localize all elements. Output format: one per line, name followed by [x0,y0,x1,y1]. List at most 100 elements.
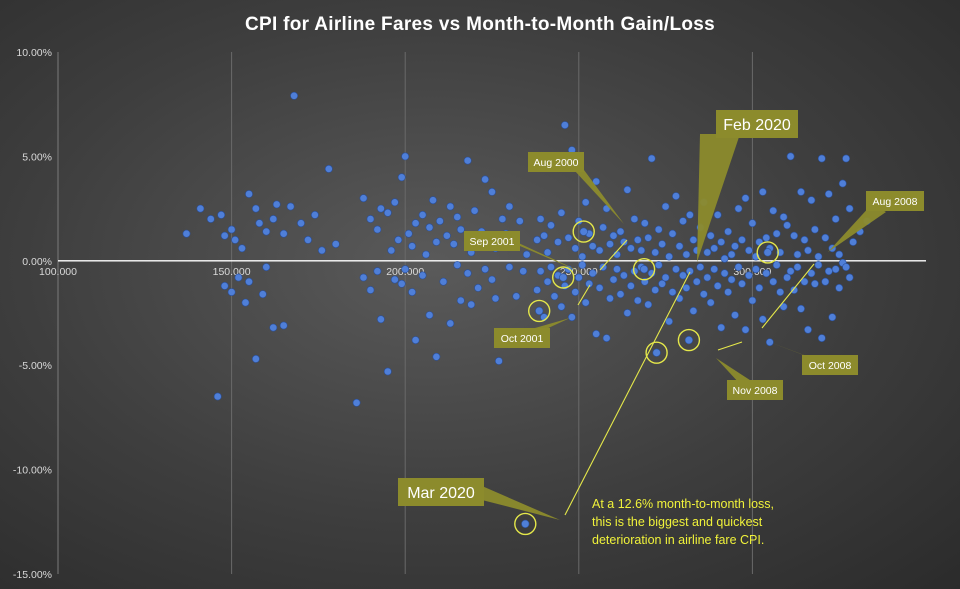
data-point [665,317,673,326]
highlight-ring [514,512,537,536]
data-point [272,200,281,209]
data-point [758,187,767,196]
data-point [842,154,850,163]
data-point [588,242,597,251]
highlight-ring [552,266,575,289]
x-tick-label: 150.000 [213,266,251,278]
data-point [734,263,743,271]
data-point [682,250,691,259]
highlighted-point [763,248,772,257]
data-point [317,246,326,255]
oct2001-label-box [494,328,550,348]
data-point [578,261,587,269]
y-tick-label: -5.00% [19,360,52,372]
data-point [613,265,621,274]
nov2008-label-box [727,380,783,400]
data-point [432,238,441,246]
data-point [651,286,660,294]
data-point [383,367,392,376]
data-point [661,273,670,282]
data-point [536,267,545,276]
data-point [470,206,479,215]
data-point [817,154,826,163]
data-point [453,261,462,269]
data-point [206,215,215,223]
highlighted-point [579,227,588,236]
data-point [217,210,226,219]
data-point [776,288,785,296]
data-point [554,238,562,246]
data-point [720,269,729,278]
y-tick-label: 10.00% [16,47,52,59]
data-point [630,215,639,223]
data-point [376,204,385,213]
data-point [515,217,524,225]
data-point [703,273,712,282]
feb2020-label-box [716,110,798,138]
data-point [540,231,548,240]
data-point [352,398,361,407]
data-point [658,240,666,248]
data-point [550,292,559,301]
data-point [769,206,778,215]
data-point [571,244,580,253]
data-point [602,334,611,342]
data-point [491,294,500,303]
data-point [481,265,489,274]
data-point [488,275,496,284]
data-point [262,227,271,236]
data-point [488,187,496,196]
mar2020-label: Mar 2020 [407,485,475,502]
oct2008-label-box [802,355,858,375]
data-point [627,281,635,290]
y-axis: 10.00% 5.00% 0.00% -5.00% -10.00% -15.00% [13,47,52,581]
data-point [220,281,229,290]
data-point [418,271,427,280]
data-point [397,173,406,182]
mar2020-note: At a 12.6% month-to-month loss, this is … [592,497,774,547]
data-point [401,152,410,161]
data-point [245,190,253,198]
data-point [574,273,583,282]
data-point [811,225,819,234]
data-point [609,231,618,240]
y-tick-label: 0.00% [22,256,52,268]
data-point [824,267,833,276]
data-point [397,279,406,288]
data-point [699,290,708,299]
data-point [654,225,663,234]
data-point [824,190,833,198]
data-point [720,254,729,263]
data-point [606,240,614,248]
data-point [481,175,489,184]
data-point [366,215,375,223]
data-point [821,233,830,242]
data-point [731,311,739,319]
data-point [762,233,771,242]
data-point [429,196,437,205]
data-point [758,315,767,324]
data-point [238,244,246,253]
callout-aug2000: Aug 2000 [528,152,584,172]
oct2001-label: Oct 2001 [501,333,544,345]
data-point [741,194,750,203]
y-tick-label: -10.00% [13,465,52,477]
aug2000-callout-wedge [574,170,624,224]
data-point [845,204,854,213]
data-point [800,277,809,286]
data-point [262,263,271,271]
feb2020-label: Feb 2020 [723,117,791,134]
data-point [324,164,333,173]
data-point [800,235,809,244]
data-point [783,221,791,230]
feb-to-mar2020-arrow [564,271,691,516]
data-point [245,277,253,286]
data-point [286,202,295,211]
aug2000-to-sep2001-arrow [599,239,628,271]
data-point [731,242,739,251]
highlight-ring [572,220,595,243]
data-point [842,263,850,271]
data-point [786,152,795,161]
data-point [748,219,757,228]
